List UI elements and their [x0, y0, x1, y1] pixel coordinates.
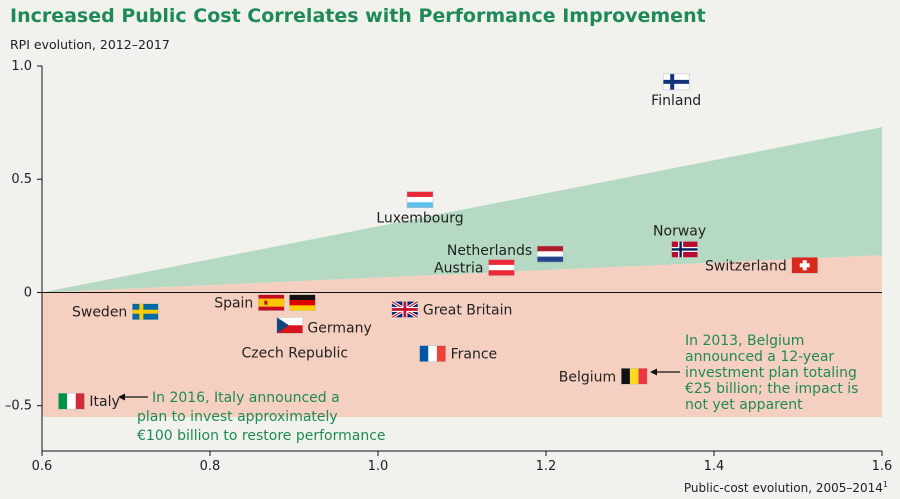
- chart-title: Increased Public Cost Correlates with Pe…: [10, 5, 706, 27]
- belgium-annotation-line-4: €25 billion; the impact is: [685, 381, 858, 397]
- belgium-annotation-line-3: investment plan totaling: [685, 365, 857, 381]
- point-austria: Austria: [434, 259, 515, 277]
- point-label: Sweden: [72, 305, 127, 321]
- belgium-annotation-line-5: not yet apparent: [685, 397, 803, 413]
- y-tick-label: 0: [24, 285, 32, 300]
- point-label: Belgium: [559, 369, 616, 385]
- x-tick-label: 1.4: [704, 459, 725, 474]
- point-spain: Spain: [214, 294, 285, 312]
- pink-band: [42, 255, 882, 418]
- point-label: France: [451, 347, 498, 363]
- point-sweden: Sweden: [72, 303, 159, 321]
- point-label: Germany: [307, 321, 371, 337]
- x-tick-label: 1.6: [872, 459, 893, 474]
- italy-annotation-line-1: In 2016, Italy announced a: [152, 390, 340, 406]
- point-finland: Finland: [651, 73, 701, 109]
- point-label: Switzerland: [705, 258, 787, 274]
- belgium-arrowhead: [650, 368, 657, 376]
- belgium-annotation-line-1: In 2013, Belgium: [685, 333, 804, 349]
- point-belgium: Belgium: [559, 368, 648, 385]
- point-germany: Germany: [289, 294, 372, 337]
- point-label: Spain: [214, 296, 253, 312]
- x-tick-label: 0.8: [200, 459, 221, 474]
- y-tick-label: 1.0: [11, 59, 32, 74]
- point-italy: Italy: [58, 392, 120, 410]
- point-netherlands: Netherlands: [447, 243, 564, 263]
- italy-arrowhead: [118, 393, 125, 401]
- point-switzerland: Switzerland: [705, 257, 818, 274]
- point-label: Great Britain: [423, 302, 513, 318]
- belgium-annotation-line-2: announced a 12-year: [685, 349, 834, 365]
- x-axis-label: Public-cost evolution, 2005–20141: [684, 480, 888, 495]
- point-label: Norway: [653, 223, 706, 239]
- point-label: Luxembourg: [376, 211, 463, 227]
- point-czech-republic: Czech Republic: [242, 317, 349, 361]
- italy-annotation-line-3: €100 billion to restore performance: [137, 428, 386, 444]
- point-label: Austria: [434, 261, 483, 277]
- point-great-britain: Great Britain: [391, 300, 513, 319]
- point-label: Netherlands: [447, 243, 532, 259]
- point-label: Czech Republic: [242, 345, 349, 361]
- y-tick-label: –0.5: [5, 399, 32, 414]
- x-tick-label: 1.2: [536, 459, 557, 474]
- point-label: Finland: [651, 93, 701, 109]
- italy-annotation-line-2: plan to invest approximately: [137, 409, 338, 425]
- y-tick-label: 0.5: [11, 172, 32, 187]
- point-norway: Norway: [653, 223, 706, 258]
- x-tick-label: 0.6: [32, 459, 53, 474]
- point-label: Italy: [89, 394, 119, 410]
- point-luxembourg: Luxembourg: [376, 191, 464, 227]
- point-france: France: [419, 345, 498, 363]
- x-tick-label: 1.0: [368, 459, 389, 474]
- y-axis-label: RPI evolution, 2012–2017: [10, 37, 170, 52]
